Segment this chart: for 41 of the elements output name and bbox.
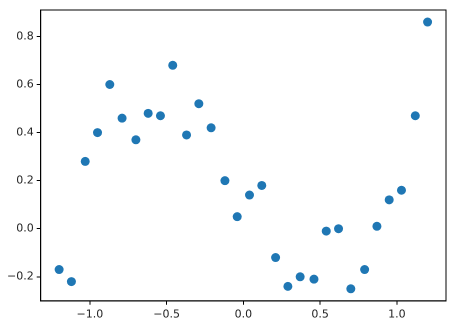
point	[220, 176, 230, 186]
point	[93, 128, 102, 138]
point	[346, 284, 356, 294]
point	[66, 277, 76, 286]
point	[244, 190, 254, 200]
point	[372, 222, 382, 231]
point	[334, 224, 344, 234]
y-tick-label: 0.8	[16, 29, 34, 42]
point	[105, 80, 114, 90]
point	[232, 212, 242, 222]
point	[283, 282, 292, 291]
x-tick-label: 0.0	[234, 307, 252, 320]
point	[182, 130, 192, 140]
point	[156, 111, 165, 120]
point	[309, 274, 318, 284]
point	[360, 265, 370, 274]
y-tick-label: 0.0	[16, 222, 34, 235]
point	[396, 186, 406, 195]
point	[80, 156, 90, 166]
y-tick-label: −0.2	[6, 270, 34, 283]
point	[322, 226, 331, 236]
x-tick-label: 1.0	[388, 307, 406, 320]
point	[118, 114, 127, 123]
x-tick-label: 0.5	[311, 307, 329, 320]
point	[257, 180, 266, 190]
point	[131, 135, 140, 144]
y-tick-label: 0.6	[16, 77, 34, 90]
point	[410, 111, 420, 120]
point	[423, 18, 432, 27]
y-tick-label: 0.2	[16, 173, 34, 186]
point	[384, 195, 394, 204]
point	[206, 123, 216, 132]
point	[168, 60, 178, 70]
point	[144, 108, 153, 118]
y-tick-label: 0.4	[16, 125, 34, 138]
x-tick-label: −0.5	[153, 307, 180, 320]
point	[194, 99, 204, 108]
point	[271, 253, 280, 262]
point	[54, 265, 64, 274]
point	[296, 272, 305, 282]
x-tick-label: −1.0	[76, 307, 104, 320]
